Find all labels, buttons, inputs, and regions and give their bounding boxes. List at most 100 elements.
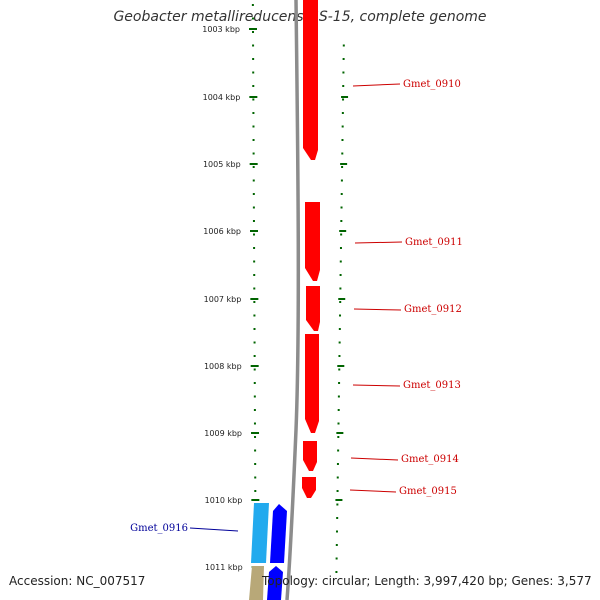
gene-label[interactable]: Gmet_0913: [403, 380, 461, 391]
gene-leader-line: [352, 384, 401, 387]
gene-reverse-feature[interactable]: [267, 566, 283, 600]
gene-label[interactable]: Gmet_0911: [405, 237, 463, 248]
minor-tick-dot: [252, 125, 255, 128]
gene-leader-line: [350, 457, 399, 461]
minor-tick-dot: [337, 436, 340, 438]
major-tick-right: [341, 96, 349, 98]
backbone-layer: [285, 0, 301, 600]
gene-leader-line: [353, 308, 402, 311]
minor-tick-dot: [342, 58, 345, 60]
minor-tick-dot: [337, 422, 340, 425]
minor-tick-dot: [254, 490, 257, 492]
minor-tick-dot: [252, 44, 255, 47]
gene-label[interactable]: Gmet_0912: [404, 304, 462, 315]
minor-tick-dot: [252, 98, 255, 101]
gene-leader-line: [352, 83, 401, 87]
minor-tick-dot: [338, 355, 341, 357]
minor-tick-dot: [252, 152, 255, 155]
minor-tick-dot: [340, 233, 343, 236]
gene-label[interactable]: Gmet_0910: [403, 79, 461, 90]
minor-tick-dot: [252, 206, 255, 209]
minor-tick-dot: [338, 328, 341, 330]
kbp-tick-label: 1004 kbp: [203, 93, 241, 102]
minor-tick-dot: [338, 341, 341, 344]
gene-label[interactable]: Gmet_0916: [130, 523, 188, 534]
gene-gmet-0910-feature[interactable]: [303, 0, 318, 160]
minor-tick-dot: [335, 544, 338, 546]
minor-tick-dot: [252, 58, 255, 60]
minor-tick-dot: [338, 368, 341, 371]
major-tick-right: [339, 230, 347, 232]
minor-tick-dot: [338, 382, 341, 384]
gene-gmet-0911-feature[interactable]: [305, 202, 320, 281]
minor-tick-dot: [341, 152, 344, 155]
gene-tan-feature[interactable]: [249, 566, 264, 600]
major-tick-left: [251, 432, 260, 434]
kbp-tick-label: 1005 kbp: [203, 160, 241, 169]
genes-layer: [249, 0, 320, 600]
major-tick-right: [340, 163, 348, 165]
minor-tick-dot: [252, 193, 255, 195]
major-tick-right: [336, 432, 344, 434]
accession-label: Accession: NC_007517: [9, 574, 146, 588]
minor-tick-dot: [342, 85, 345, 87]
minor-tick-dot: [251, 4, 254, 6]
minor-tick-dot: [252, 112, 255, 114]
major-tick-left: [249, 163, 258, 165]
kbp-tick-label: 1007 kbp: [204, 295, 242, 304]
minor-tick-dot: [252, 85, 255, 87]
minor-tick-dot: [335, 571, 338, 573]
minor-tick-dot: [341, 139, 344, 141]
minor-tick-dot: [341, 112, 344, 114]
kbp-tick-label: 1009 kbp: [204, 429, 242, 438]
minor-tick-dot: [253, 422, 256, 425]
labels-layer: 1003 kbp 1004 kbp 1005 kbp 1006 kbp 1007 kbp…: [130, 25, 463, 572]
kbp-tick-label: 1008 kbp: [204, 362, 242, 371]
major-tick-left: [251, 499, 260, 501]
minor-tick-dot: [254, 476, 257, 479]
gene-gmet-0913-feature[interactable]: [305, 334, 319, 433]
minor-tick-dot: [341, 166, 344, 168]
gene-leader-line: [349, 489, 397, 493]
minor-tick-dot: [337, 449, 340, 452]
major-tick-left: [250, 365, 259, 367]
minor-tick-dot: [336, 490, 339, 492]
gene-gmet-0915-feature[interactable]: [302, 477, 316, 498]
minor-tick-dot: [339, 260, 342, 263]
major-tick-left: [249, 96, 258, 98]
minor-tick-dot: [251, 17, 254, 20]
minor-tick-dot: [252, 220, 255, 222]
major-tick-right: [335, 499, 343, 501]
major-tick-right: [338, 298, 346, 300]
minor-tick-dot: [335, 530, 338, 533]
minor-tick-dot: [339, 314, 342, 317]
minor-tick-dot: [252, 31, 255, 33]
gene-label[interactable]: Gmet_0915: [399, 486, 457, 497]
minor-tick-dot: [337, 395, 340, 398]
minor-tick-dot: [339, 247, 342, 249]
gene-reverse-feature[interactable]: [270, 504, 287, 563]
gene-gmet-0912-feature[interactable]: [306, 286, 320, 331]
kbp-tick-label: 1006 kbp: [203, 227, 241, 236]
major-tick-left: [248, 28, 257, 30]
minor-tick-dot: [253, 314, 256, 317]
major-tick-left: [250, 298, 259, 300]
gene-leader-line: [189, 527, 239, 532]
minor-tick-dot: [340, 193, 343, 195]
minor-tick-dot: [339, 274, 342, 276]
minor-tick-dot: [337, 409, 340, 411]
minor-tick-dot: [252, 179, 255, 182]
minor-tick-dot: [253, 247, 256, 249]
gene-gmet-0914-feature[interactable]: [303, 441, 317, 471]
gene-gmet-0916-feature[interactable]: [251, 503, 269, 563]
minor-tick-dot: [253, 395, 256, 398]
gene-label[interactable]: Gmet_0914: [401, 454, 459, 465]
minor-tick-dot: [253, 301, 256, 303]
minor-tick-dot: [252, 166, 255, 168]
minor-tick-dot: [253, 233, 256, 236]
kbp-tick-label: 1003 kbp: [202, 25, 240, 34]
minor-tick-dot: [336, 463, 339, 465]
minor-tick-dot: [252, 71, 255, 74]
minor-tick-dot: [253, 341, 256, 344]
